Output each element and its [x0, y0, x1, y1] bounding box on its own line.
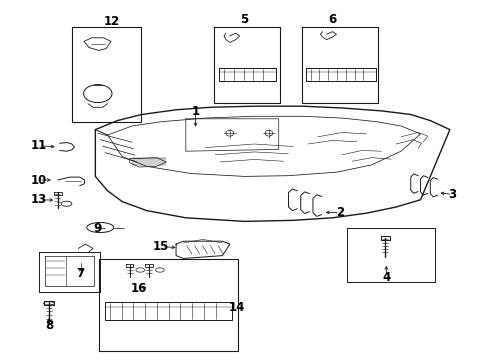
Text: 6: 6: [328, 13, 336, 26]
Text: 16: 16: [131, 282, 147, 294]
Text: 2: 2: [335, 206, 343, 219]
Text: 14: 14: [228, 301, 245, 314]
Text: 13: 13: [31, 193, 47, 206]
Text: 3: 3: [447, 188, 455, 201]
Text: 10: 10: [31, 174, 47, 186]
Text: 15: 15: [153, 240, 169, 253]
Text: 4: 4: [382, 271, 389, 284]
Text: 12: 12: [103, 15, 120, 28]
Text: 9: 9: [94, 222, 102, 235]
Text: 8: 8: [45, 319, 53, 332]
Text: 11: 11: [31, 139, 47, 152]
Text: 1: 1: [191, 105, 199, 118]
Text: 5: 5: [240, 13, 248, 26]
Text: 7: 7: [77, 267, 84, 280]
